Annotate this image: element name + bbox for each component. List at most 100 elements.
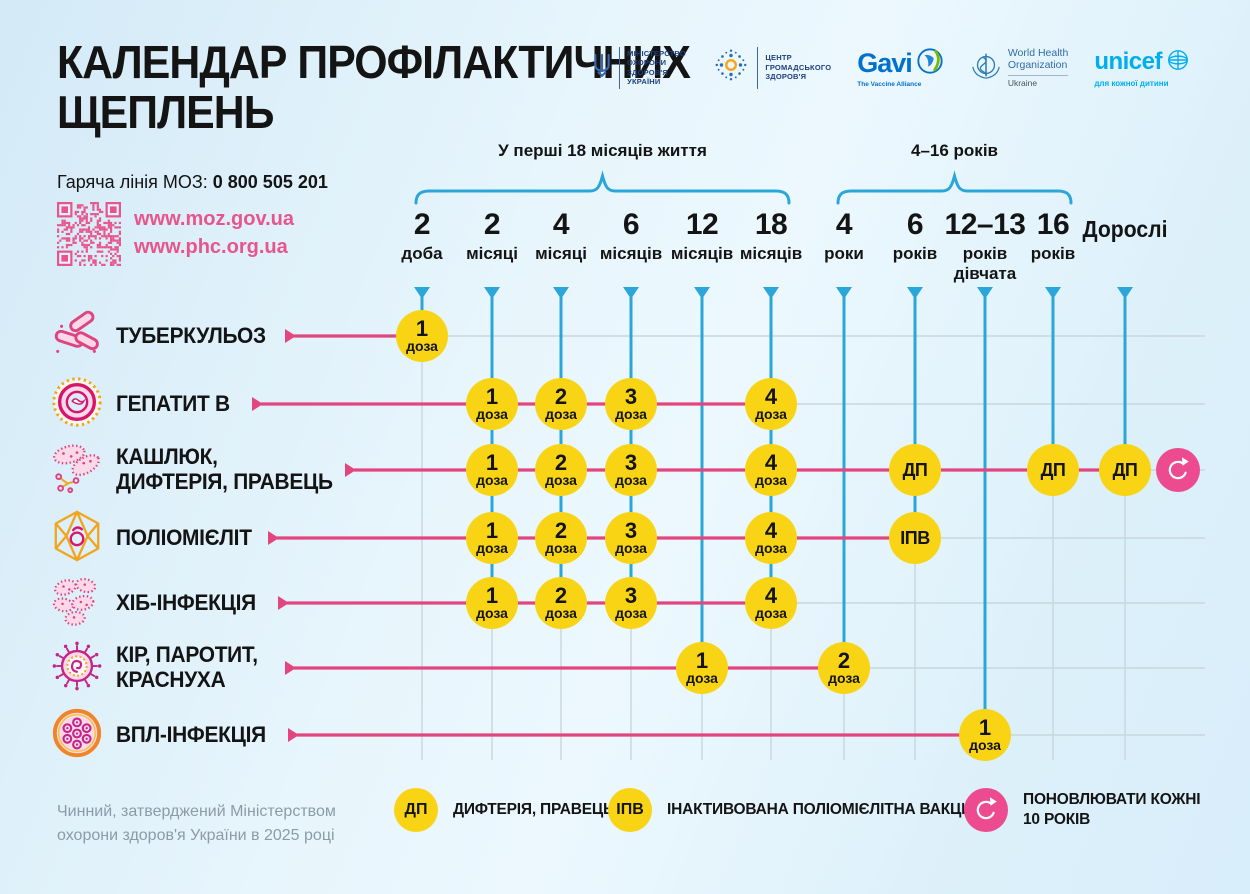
hotline-number: 0 800 505 201: [212, 172, 328, 192]
hib-icon: [50, 574, 104, 633]
page-title-line1: КАЛЕНДАР ПРОФІЛАКТИЧНИХ: [57, 36, 691, 88]
dose-value: ІПВ: [900, 527, 930, 548]
dose-value: ДП: [1040, 459, 1066, 480]
dose-value: 2: [554, 449, 568, 475]
column-header: 12 місяців: [671, 210, 733, 264]
dose-unit: доза: [476, 471, 508, 488]
dose-marker: 4 доза: [745, 444, 797, 496]
moz-trident-icon: [592, 53, 612, 82]
column-age-number: 6: [622, 208, 640, 241]
row-arrow-icon: [278, 596, 289, 610]
dose-value: 2: [554, 517, 568, 543]
unicef-logo: unicef для кожної дитини: [1094, 48, 1190, 88]
disease-name: ТУБЕРКУЛЬОЗ: [116, 322, 266, 349]
legend-text: ПОНОВЛЮВАТИ КОЖНІ 10 РОКІВ: [1023, 790, 1200, 830]
dose-unit: доза: [476, 539, 508, 556]
phc-logo: ЦЕНТР ГРОМАДСЬКОГО ЗДОРОВ'Я: [712, 46, 831, 89]
link-phc[interactable]: www.phc.org.ua: [134, 236, 288, 258]
dose-marker: 1 доза: [466, 512, 518, 564]
dose-unit: доза: [406, 337, 438, 354]
who-region: Ukraine: [1007, 74, 1069, 89]
repeat-every-10-years-icon: [1156, 448, 1200, 492]
dose-unit: доза: [686, 669, 718, 686]
tuberculosis-icon: [50, 307, 104, 366]
dose-value: 1: [485, 517, 499, 543]
moz-logo: МІНІСТЕРСТВО ОХОРОНИ ЗДОРОВ'Я УКРАЇНИ: [592, 46, 686, 89]
column-age-unit: місяців: [670, 244, 734, 263]
column-age-unit: роки: [824, 244, 864, 263]
unicef-globe-icon: [1166, 48, 1190, 77]
age-group-brace: [414, 170, 791, 205]
column-header: 4 місяці: [535, 210, 587, 264]
measles-mumps-rubella-icon: [50, 639, 104, 698]
who-logo-text: World Health Organization Ukraine: [1007, 46, 1069, 89]
page-title-line2: ЩЕПЛЕНЬ: [57, 85, 275, 138]
who-logo: World Health Organization Ukraine: [970, 47, 1069, 89]
row-arrow-icon: [252, 397, 263, 411]
column-age-unit: років: [1030, 244, 1076, 263]
row-arrow-icon: [285, 329, 296, 343]
age-group-label: 4–16 років: [911, 141, 998, 160]
disease-label-line: ПОЛІОМІЄЛІТ: [116, 524, 252, 550]
dose-marker: ДП: [1099, 444, 1151, 496]
legend-refresh-icon: [964, 788, 1008, 832]
approval-note-line2: охорони здоров'я України в 2025 році: [57, 827, 335, 844]
dose-value: 1: [415, 315, 429, 341]
dose-marker: 3 доза: [605, 444, 657, 496]
row-arrow-icon: [345, 463, 356, 477]
dose-value: 1: [695, 647, 709, 673]
unicef-tagline: для кожної дитини: [1094, 78, 1169, 88]
moz-logo-text: МІНІСТЕРСТВО ОХОРОНИ ЗДОРОВ'Я УКРАЇНИ: [627, 49, 686, 87]
dose-unit: доза: [476, 405, 508, 422]
page-title: КАЛЕНДАР ПРОФІЛАКТИЧНИХ ЩЕПЛЕНЬ: [57, 36, 691, 138]
dose-value: 4: [764, 582, 778, 608]
polio-icon: [50, 509, 104, 568]
disease-label-line: ВПЛ-ІНФЕКЦІЯ: [116, 721, 266, 747]
column-header: 6 місяців: [600, 210, 662, 264]
dose-unit: доза: [545, 539, 577, 556]
phc-line: ЗДОРОВ'Я: [765, 72, 807, 82]
disease-label-line: ТУБЕРКУЛЬОЗ: [116, 322, 266, 348]
column-header: 4 роки: [824, 210, 864, 264]
dose-value: 3: [624, 517, 638, 543]
column-age-unit: років дівчата: [953, 244, 1017, 283]
legend-text: ІНАКТИВОВАНА ПОЛІОМІЄЛІТНА ВАКЦИНА: [667, 800, 994, 820]
who-line: World Health: [1007, 46, 1069, 59]
column-header-adults: Дорослі: [1082, 216, 1168, 242]
disease-row-label: ХІБ-ІНФЕКЦІЯ: [50, 575, 263, 631]
moz-line: УКРАЇНИ: [627, 76, 661, 86]
column-age-number: 16: [1036, 208, 1070, 241]
column-age-number: 4: [552, 208, 570, 241]
column-age-unit: місяців: [739, 244, 803, 263]
column-age-number: 2: [483, 208, 501, 241]
column-arrow-icon: [694, 287, 710, 299]
dose-value: 1: [485, 582, 499, 608]
column-age-number: 4: [835, 208, 853, 241]
column-age-number: 6: [906, 208, 924, 241]
column-arrow-icon: [836, 287, 852, 299]
phc-logo-text: ЦЕНТР ГРОМАДСЬКОГО ЗДОРОВ'Я: [765, 53, 831, 81]
column-arrow-icon: [1117, 287, 1133, 299]
dose-value: 1: [485, 449, 499, 475]
dose-marker: 1 доза: [959, 709, 1011, 761]
dose-marker: 3 доза: [605, 512, 657, 564]
dose-marker: 1 доза: [396, 310, 448, 362]
dose-unit: доза: [545, 405, 577, 422]
dose-marker: ІПВ: [889, 512, 941, 564]
dose-marker: 1 доза: [676, 642, 728, 694]
legend-item: ДП ДИФТЕРІЯ, ПРАВЕЦЬ: [394, 788, 614, 832]
dose-unit: доза: [755, 405, 787, 422]
dose-marker: 2 доза: [818, 642, 870, 694]
pertussis-diphtheria-tetanus-icon: [50, 441, 104, 500]
link-moz[interactable]: www.moz.gov.ua: [134, 208, 295, 230]
dose-value: 1: [978, 714, 992, 740]
row-arrow-icon: [288, 728, 299, 742]
dose-unit: доза: [615, 471, 647, 488]
column-age-number: 12: [685, 208, 719, 241]
column-age-unit: доба: [401, 244, 443, 263]
dose-marker: ДП: [1027, 444, 1079, 496]
dose-marker: ДП: [889, 444, 941, 496]
disease-label-line: ГЕПАТИТ В: [116, 390, 230, 416]
